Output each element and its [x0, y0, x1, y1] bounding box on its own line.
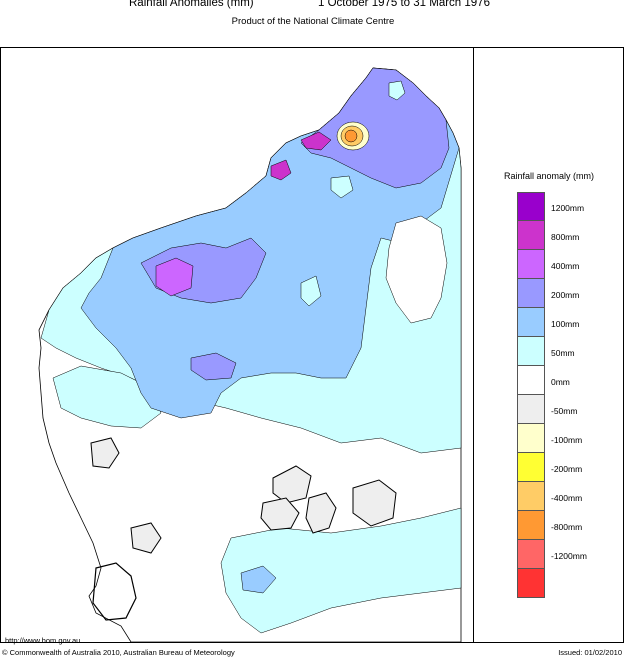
map-period: 1 October 1975 to 31 March 1976	[318, 0, 490, 9]
map-frame	[0, 47, 624, 643]
anomaly-neg50mm-patch-5	[90, 437, 120, 469]
east-white-area	[385, 215, 448, 324]
source-url[interactable]: http://www.bom.gov.au	[5, 636, 81, 645]
central-cyan-pocket	[300, 275, 322, 307]
anomaly-200mm-east-patch	[190, 352, 237, 381]
legend-label: -200mm	[551, 463, 583, 474]
legend-swatch	[517, 453, 545, 482]
legend-swatch	[517, 569, 545, 598]
legend-swatch	[517, 540, 545, 569]
anomaly-200mm-north	[300, 67, 450, 189]
legend-label: 200mm	[551, 289, 580, 300]
issued-date: Issued: 01/02/2010	[558, 648, 622, 657]
hotspot-ring-inner	[344, 129, 358, 143]
legend-label: 1200mm	[551, 202, 585, 213]
anomaly-400mm-kimberley	[270, 159, 292, 181]
legend-label: 100mm	[551, 318, 580, 329]
legend-title: Rainfall anomaly (mm)	[503, 171, 595, 181]
anomaly-neg50mm-patch-6	[130, 522, 162, 554]
legend-divider	[473, 47, 474, 643]
anomaly-50mm-south-patch	[220, 507, 462, 634]
legend-label: -800mm	[551, 521, 583, 532]
anomaly-neg50mm-patch-2	[260, 497, 300, 531]
legend-swatch	[517, 511, 545, 540]
legend-label: 400mm	[551, 260, 580, 271]
legend-swatch	[517, 395, 545, 424]
anomaly-neg50mm-patch-3	[305, 492, 337, 534]
legend-swatch	[517, 221, 545, 250]
copyright-notice: © Commonwealth of Australia 2010, Austra…	[2, 648, 235, 657]
legend-swatch	[517, 279, 545, 308]
map-title: Rainfall Anomalies (mm)	[129, 0, 254, 9]
southwest-contour	[92, 562, 137, 621]
anomaly-neg50mm-patch-1	[272, 465, 312, 504]
legend-color-bar	[517, 192, 545, 598]
legend-label: -50mm	[551, 405, 578, 416]
legend-label: -1200mm	[551, 550, 587, 561]
legend-label: -400mm	[551, 492, 583, 503]
north-white-pocket	[388, 80, 406, 101]
legend-label: 50mm	[551, 347, 575, 358]
anomaly-50mm-west-patch	[52, 365, 162, 429]
legend-swatch	[517, 337, 545, 366]
legend-label: -100mm	[551, 434, 583, 445]
legend-swatch	[517, 424, 545, 453]
anomaly-200mm-south-patch	[240, 565, 277, 594]
anomaly-neg50mm-patch-4	[352, 479, 397, 527]
kimberley-white-pocket	[330, 175, 354, 199]
legend-swatch	[517, 192, 545, 221]
legend-swatch	[517, 366, 545, 395]
map-subtitle: Product of the National Climate Centre	[231, 16, 395, 27]
legend-swatch	[517, 482, 545, 511]
legend-swatch	[517, 308, 545, 337]
legend-label: 800mm	[551, 231, 580, 242]
legend-swatch	[517, 250, 545, 279]
anomaly-400mm-coast	[300, 131, 332, 151]
rainfall-anomaly-map	[38, 67, 462, 642]
legend-label: 0mm	[551, 376, 570, 387]
anomaly-400mm-inland	[155, 257, 194, 297]
